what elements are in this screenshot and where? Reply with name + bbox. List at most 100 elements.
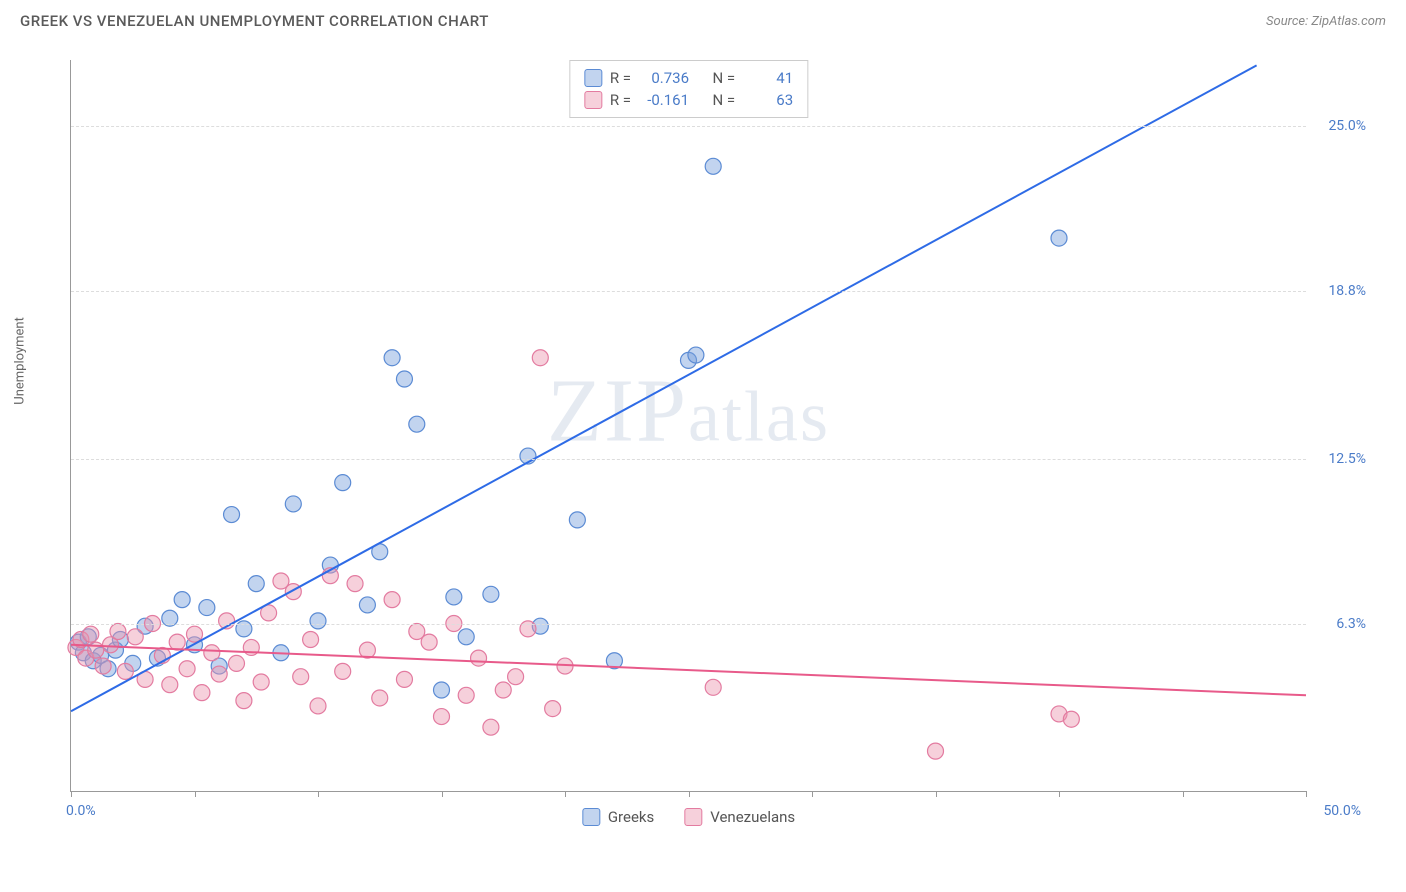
chart-header: GREEK VS VENEZUELAN UNEMPLOYMENT CORRELA… <box>0 0 1406 38</box>
scatter-point <box>1051 230 1067 246</box>
scatter-point <box>95 658 111 674</box>
chart-title: GREEK VS VENEZUELAN UNEMPLOYMENT CORRELA… <box>20 12 489 30</box>
chart-source: Source: ZipAtlas.com <box>1266 14 1386 29</box>
scatter-point <box>310 613 326 629</box>
scatter-point <box>569 512 585 528</box>
y-tick-label: 12.5% <box>1328 451 1366 467</box>
scatter-point <box>347 576 363 592</box>
scatter-point <box>508 669 524 685</box>
scatter-point <box>211 666 227 682</box>
x-tick <box>565 791 566 797</box>
scatter-point <box>228 655 244 671</box>
scatter-point <box>705 679 721 695</box>
scatter-point <box>110 624 126 640</box>
stat-n-label: N = <box>713 69 736 87</box>
legend-swatch <box>584 69 602 87</box>
stats-legend-row: R = -0.161 N = 63 <box>584 89 793 111</box>
y-tick-label: 25.0% <box>1328 118 1366 134</box>
scatter-point <box>204 645 220 661</box>
scatter-point <box>434 682 450 698</box>
scatter-point <box>458 687 474 703</box>
scatter-point <box>285 496 301 512</box>
scatter-point <box>705 158 721 174</box>
scatter-point <box>293 669 309 685</box>
legend-swatch <box>582 808 600 826</box>
gridline <box>71 624 1306 625</box>
x-axis-max-label: 50.0% <box>1323 803 1361 819</box>
scatter-point <box>236 693 252 709</box>
series-legend: Greeks Venezuelans <box>582 808 795 826</box>
scatter-point <box>359 597 375 613</box>
x-tick <box>812 791 813 797</box>
scatter-point <box>310 698 326 714</box>
chart-container: Unemployment ZIPatlas R =0.736 N =41R =-… <box>50 50 1386 832</box>
scatter-point <box>253 674 269 690</box>
scatter-point <box>1063 711 1079 727</box>
scatter-point <box>372 690 388 706</box>
stat-n-value: 63 <box>743 91 793 109</box>
scatter-point <box>187 626 203 642</box>
scatter-point <box>162 677 178 693</box>
stat-r-label: R = <box>610 69 631 87</box>
scatter-point <box>127 629 143 645</box>
scatter-point <box>495 682 511 698</box>
scatter-point <box>88 642 104 658</box>
scatter-point <box>545 701 561 717</box>
scatter-point <box>446 589 462 605</box>
stats-legend-row: R = 0.736 N = 41 <box>584 67 793 89</box>
scatter-point <box>458 629 474 645</box>
scatter-point <box>483 719 499 735</box>
scatter-point <box>174 592 190 608</box>
scatter-point <box>532 350 548 366</box>
scatter-plot-svg <box>71 60 1306 791</box>
stat-r-label: R = <box>610 91 631 109</box>
legend-label: Venezuelans <box>710 808 795 826</box>
plot-area: ZIPatlas R =0.736 N =41R =-0.161 N =63 G… <box>70 60 1306 792</box>
scatter-point <box>434 709 450 725</box>
gridline <box>71 459 1306 460</box>
scatter-point <box>199 600 215 616</box>
stat-n-label: N = <box>713 91 736 109</box>
scatter-point <box>224 507 240 523</box>
y-tick-label: 18.8% <box>1328 283 1366 299</box>
gridline <box>71 126 1306 127</box>
scatter-point <box>335 663 351 679</box>
scatter-point <box>83 626 99 642</box>
x-axis-min-label: 0.0% <box>66 803 96 819</box>
legend-item: Greeks <box>582 808 654 826</box>
scatter-point <box>409 416 425 432</box>
x-tick <box>1183 791 1184 797</box>
x-tick <box>71 791 72 797</box>
stat-r-value: -0.161 <box>639 91 689 109</box>
scatter-point <box>194 685 210 701</box>
scatter-point <box>483 586 499 602</box>
legend-label: Greeks <box>608 808 654 826</box>
scatter-point <box>421 634 437 650</box>
stat-r-value: 0.736 <box>639 69 689 87</box>
scatter-point <box>117 663 133 679</box>
x-tick <box>689 791 690 797</box>
x-tick <box>318 791 319 797</box>
scatter-point <box>384 592 400 608</box>
legend-swatch <box>584 91 602 109</box>
scatter-point <box>396 371 412 387</box>
regression-line <box>71 65 1257 711</box>
x-tick <box>442 791 443 797</box>
x-tick <box>1059 791 1060 797</box>
gridline <box>71 291 1306 292</box>
scatter-point <box>396 671 412 687</box>
scatter-point <box>169 634 185 650</box>
scatter-point <box>471 650 487 666</box>
x-tick <box>195 791 196 797</box>
scatter-point <box>335 475 351 491</box>
scatter-point <box>928 743 944 759</box>
y-axis-label: Unemployment <box>13 317 28 405</box>
scatter-point <box>248 576 264 592</box>
x-tick <box>1306 791 1307 797</box>
scatter-point <box>688 347 704 363</box>
y-tick-label: 6.3% <box>1336 616 1366 632</box>
x-tick <box>936 791 937 797</box>
legend-swatch <box>684 808 702 826</box>
legend-item: Venezuelans <box>684 808 795 826</box>
stat-n-value: 41 <box>743 69 793 87</box>
